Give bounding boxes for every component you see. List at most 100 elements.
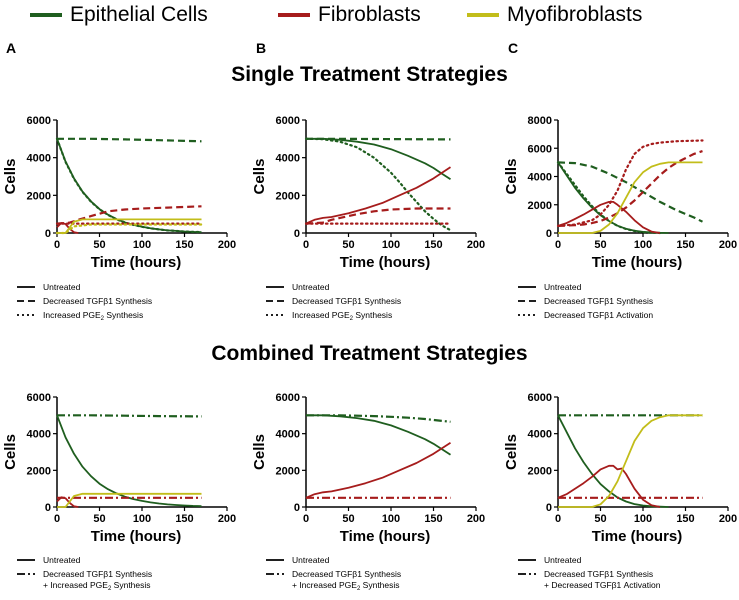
key-label: Untreated bbox=[544, 282, 582, 292]
key-label-line2: + Decreased TGFβ1 Activation bbox=[544, 580, 661, 590]
legend-fibroblast: Fibroblasts bbox=[278, 2, 421, 28]
y-tick-label: 4000 bbox=[528, 172, 552, 184]
x-tick-label: 200 bbox=[218, 513, 236, 525]
x-tick-label: 0 bbox=[303, 513, 309, 525]
series-fibroblast-solid bbox=[305, 442, 451, 499]
series-myofibroblast-solid bbox=[558, 414, 703, 508]
y-tick-label: 4000 bbox=[27, 153, 51, 165]
series-epithelial-dashdot bbox=[57, 414, 202, 418]
series-epithelial-solid bbox=[56, 414, 202, 507]
x-axis-label: Time (hours) bbox=[592, 254, 683, 271]
series-epithelial-solid bbox=[557, 414, 669, 508]
key-label: Decreased TGFβ1 Synthesis bbox=[43, 296, 152, 306]
key-label: Decreased TGFβ1 Synthesis bbox=[544, 569, 653, 579]
key-label: Untreated bbox=[292, 282, 330, 292]
x-tick-label: 0 bbox=[555, 239, 561, 251]
x-tick-label: 200 bbox=[719, 513, 737, 525]
x-tick-label: 50 bbox=[594, 239, 606, 251]
y-tick-label: 0 bbox=[546, 502, 552, 514]
series-epithelial-dashed bbox=[57, 137, 202, 143]
x-tick-label: 0 bbox=[555, 513, 561, 525]
x-tick-label: 100 bbox=[382, 239, 400, 251]
y-tick-label: 2000 bbox=[27, 190, 51, 202]
x-tick-label: 150 bbox=[424, 239, 442, 251]
key-label: Increased PGE2 Synthesis bbox=[43, 310, 143, 322]
key-label: Decreased TGFβ1 Synthesis bbox=[292, 296, 401, 306]
x-axis-label: Time (hours) bbox=[592, 528, 683, 545]
legend-fibroblast-label: Fibroblasts bbox=[318, 3, 421, 26]
series-epithelial-dashed bbox=[306, 137, 451, 141]
y-axis-label: Cells bbox=[2, 159, 19, 195]
x-tick-label: 100 bbox=[133, 239, 151, 251]
key-label: Decreased TGFβ1 Synthesis bbox=[292, 569, 401, 579]
x-tick-label: 100 bbox=[382, 513, 400, 525]
y-tick-label: 6000 bbox=[27, 115, 51, 127]
y-tick-label: 2000 bbox=[276, 465, 300, 477]
series-myofibroblast-solid bbox=[57, 492, 202, 508]
series-epithelial-dashdot bbox=[306, 414, 451, 423]
section-title-single: Single Treatment Strategies bbox=[231, 63, 508, 86]
legend-epithelial: Epithelial Cells bbox=[30, 2, 208, 28]
y-axis-label: Cells bbox=[251, 434, 268, 470]
series-epithelial-dotted bbox=[304, 137, 452, 232]
y-tick-label: 0 bbox=[45, 502, 51, 514]
series-epithelial-dotted bbox=[55, 137, 203, 234]
y-tick-label: 6000 bbox=[276, 392, 300, 404]
x-tick-label: 150 bbox=[676, 513, 694, 525]
y-tick-label: 4000 bbox=[276, 153, 300, 165]
x-tick-label: 150 bbox=[676, 239, 694, 251]
x-tick-label: 0 bbox=[54, 239, 60, 251]
x-tick-label: 0 bbox=[54, 513, 60, 525]
y-tick-label: 6000 bbox=[528, 392, 552, 404]
series-fibroblast-solid bbox=[557, 200, 661, 234]
x-tick-label: 50 bbox=[342, 239, 354, 251]
series-fibroblast-dashed bbox=[557, 150, 703, 227]
key-label: Decreased TGFβ1 Synthesis bbox=[43, 569, 152, 579]
legend-myofibroblast-label: Myofibroblasts bbox=[507, 3, 643, 26]
key-label: Decreased TGFβ1 Activation bbox=[544, 310, 653, 320]
x-tick-label: 150 bbox=[424, 513, 442, 525]
series-fibroblast-solid bbox=[557, 464, 661, 508]
panel-letter-b: B bbox=[256, 40, 267, 56]
y-tick-label: 6000 bbox=[27, 392, 51, 404]
y-tick-label: 0 bbox=[294, 228, 300, 240]
series-epithelial-solid bbox=[306, 414, 451, 456]
y-tick-label: 4000 bbox=[27, 429, 51, 441]
x-tick-label: 50 bbox=[594, 513, 606, 525]
series-fibroblast-dashed bbox=[56, 205, 202, 225]
y-axis-label: Cells bbox=[503, 434, 520, 470]
x-axis-label: Time (hours) bbox=[340, 528, 431, 545]
series-myofibroblast-solid bbox=[558, 161, 703, 234]
series-fibroblast-dashed bbox=[305, 207, 451, 225]
key-label: Untreated bbox=[43, 282, 81, 292]
x-tick-label: 200 bbox=[218, 239, 236, 251]
key-label: Increased PGE2 Synthesis bbox=[292, 310, 392, 322]
x-tick-label: 50 bbox=[93, 513, 105, 525]
x-axis-label: Time (hours) bbox=[91, 254, 182, 271]
series-fibroblast-dotted bbox=[556, 139, 704, 227]
x-tick-label: 100 bbox=[634, 513, 652, 525]
key-label: Decreased TGFβ1 Synthesis bbox=[544, 296, 653, 306]
x-tick-label: 50 bbox=[342, 513, 354, 525]
x-tick-label: 200 bbox=[467, 513, 485, 525]
y-axis-label: Cells bbox=[251, 159, 268, 195]
legend-fibroblast-swatch bbox=[278, 13, 310, 17]
key-label: Untreated bbox=[292, 555, 330, 565]
y-tick-label: 2000 bbox=[528, 465, 552, 477]
x-axis-label: Time (hours) bbox=[91, 528, 182, 545]
y-tick-label: 0 bbox=[546, 228, 552, 240]
key-label: Untreated bbox=[544, 555, 582, 565]
y-tick-label: 0 bbox=[294, 502, 300, 514]
series-fibroblast-solid bbox=[305, 166, 451, 225]
y-tick-label: 6000 bbox=[276, 115, 300, 127]
y-axis-label: Cells bbox=[2, 434, 19, 470]
y-tick-label: 4000 bbox=[276, 429, 300, 441]
series-myofibroblast-dotted bbox=[55, 223, 203, 235]
y-tick-label: 0 bbox=[45, 228, 51, 240]
x-tick-label: 150 bbox=[175, 239, 193, 251]
key-label-line2: + Increased PGE2 Synthesis bbox=[292, 580, 400, 592]
